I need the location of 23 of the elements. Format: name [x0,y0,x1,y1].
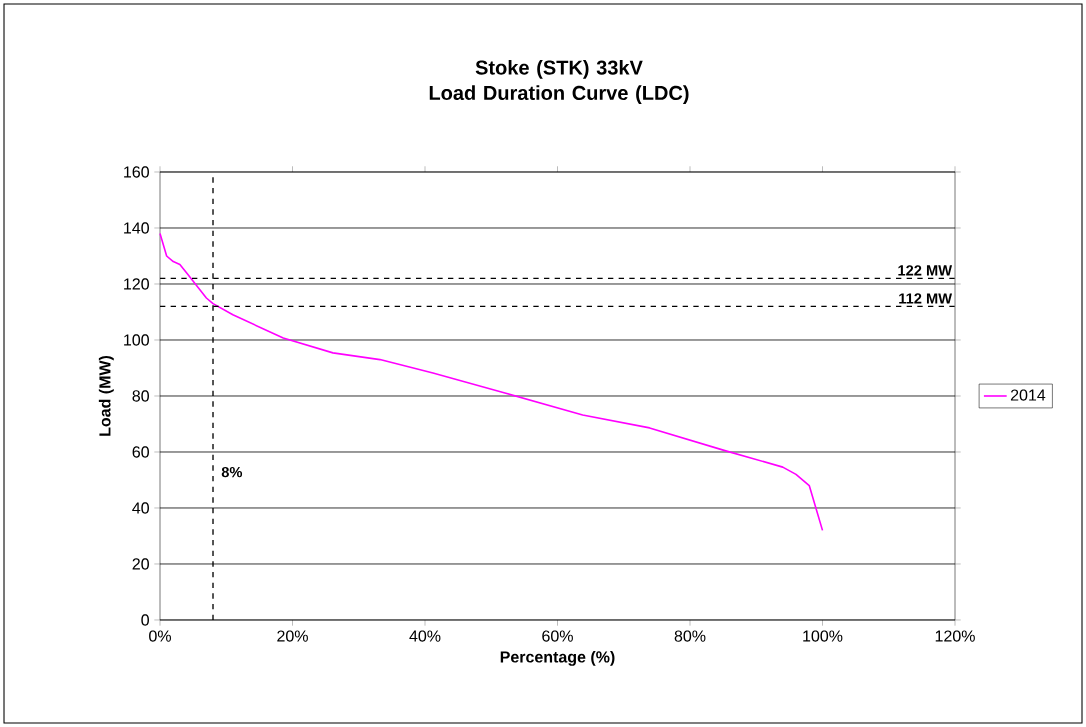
y-tick-label: 60 [132,446,149,458]
y-tick-label: 140 [124,222,149,234]
x-tick-label: 120% [935,630,975,642]
y-tick-label: 80 [132,390,149,402]
ref-line-label: 8% [221,466,243,478]
y-tick-label: 20 [132,558,149,570]
y-tick-label: 100 [124,334,149,346]
y-axis-title: Load (MW) [98,355,114,436]
y-tick-label: 40 [132,502,149,514]
legend-label: 2014 [1010,389,1046,401]
ref-line-label: 122 MW [898,265,953,276]
chart-title: Stoke (STK) 33kV Load Duration Curve (LDC) [429,60,689,104]
x-tick-label: 60% [542,630,573,642]
ref-line-label: 112 MW [899,293,953,304]
y-tick-label: 160 [124,166,149,178]
x-tick-label: 80% [674,630,706,642]
x-tick-label: 40% [409,630,441,642]
y-tick-label: 120 [124,278,149,290]
x-tick-label: 20% [277,630,308,642]
x-tick-label: 0% [149,630,171,642]
x-axis-title: Percentage (%) [500,650,615,666]
x-tick-label: 100% [803,630,843,642]
y-tick-label: 0 [141,614,149,626]
